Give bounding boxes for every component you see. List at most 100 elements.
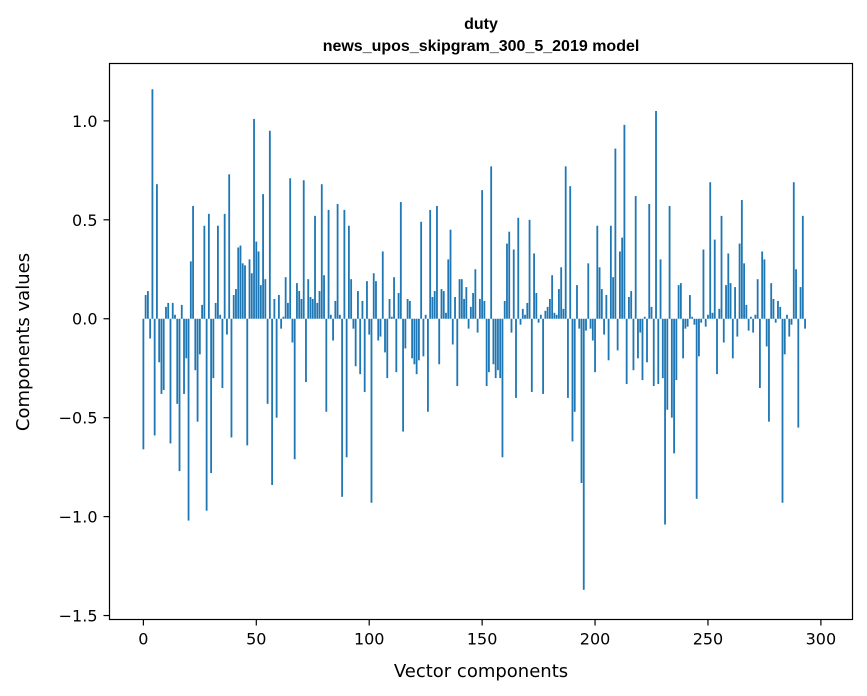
bar [623, 124, 626, 319]
bar [347, 225, 350, 319]
bar [388, 298, 391, 319]
bar [174, 314, 176, 319]
bar [698, 318, 700, 357]
bar [259, 285, 262, 319]
bar [429, 209, 432, 319]
bar [212, 318, 215, 379]
bar [237, 247, 240, 319]
bars-group [142, 89, 806, 590]
bar [707, 314, 709, 319]
bar [756, 279, 759, 319]
bar [255, 241, 258, 319]
bar [404, 318, 407, 349]
bar [709, 182, 712, 319]
bar [655, 110, 657, 319]
bar [370, 318, 373, 503]
bar [343, 209, 346, 319]
y-axis-ticks: 1.0 0.5 0.0 −0.5 −1.0 −1.5 [59, 112, 110, 626]
bar [427, 318, 429, 412]
bar [587, 263, 590, 319]
bar [268, 130, 271, 319]
bar [646, 318, 648, 363]
bar [517, 217, 520, 319]
bar [754, 314, 757, 319]
bar [323, 275, 325, 319]
bar [305, 318, 307, 383]
bar [795, 269, 797, 319]
bar [336, 203, 339, 319]
bar [535, 293, 538, 319]
bar [573, 318, 576, 412]
bar [700, 318, 703, 323]
bar [146, 291, 149, 319]
bar [533, 253, 535, 319]
bar [406, 298, 409, 319]
bar [327, 209, 330, 319]
bar [792, 182, 795, 319]
bar [628, 296, 630, 319]
bar [488, 318, 490, 373]
bar [799, 287, 802, 319]
bar [494, 318, 497, 379]
bar [352, 318, 355, 329]
bar [673, 318, 675, 454]
bar [287, 302, 289, 319]
bar [594, 318, 596, 373]
bar [546, 306, 549, 319]
bar [725, 285, 727, 319]
bar [210, 318, 213, 474]
bar [469, 306, 472, 319]
bar [558, 289, 560, 319]
bar [160, 318, 163, 394]
bar [519, 318, 522, 325]
bar [596, 225, 599, 319]
bar [417, 318, 420, 361]
bar [149, 318, 152, 339]
bar [338, 314, 341, 319]
bar [248, 259, 251, 319]
bar [804, 318, 806, 329]
bar [241, 263, 244, 319]
bar [397, 293, 400, 319]
bar [779, 306, 782, 319]
y-tick-label: −1.5 [59, 607, 98, 626]
bar [250, 273, 253, 319]
bar [375, 281, 377, 319]
bar [605, 295, 608, 319]
x-tick-label: 50 [246, 630, 266, 649]
bar [196, 318, 199, 422]
bar [144, 295, 147, 319]
bar [282, 316, 285, 319]
bar [296, 283, 298, 319]
bar [567, 318, 569, 398]
bar [357, 291, 359, 319]
bar [463, 298, 465, 319]
bar [616, 318, 619, 351]
bar [668, 205, 671, 319]
bar [734, 287, 736, 319]
bar [634, 196, 637, 319]
bar [716, 318, 718, 375]
bar [368, 318, 371, 335]
bar [630, 291, 633, 319]
bar [178, 318, 181, 472]
bar [214, 302, 217, 319]
bar [503, 300, 506, 319]
bar [652, 318, 655, 387]
bar [203, 225, 206, 319]
y-tick-label: −1.0 [59, 508, 98, 527]
bar [609, 225, 612, 319]
bar [424, 314, 427, 319]
bar [582, 318, 585, 590]
bar [677, 285, 680, 319]
bar [618, 251, 621, 319]
bar [318, 291, 321, 319]
bar [571, 318, 574, 442]
x-tick-label: 250 [693, 630, 724, 649]
bar [460, 279, 463, 319]
bar [637, 318, 639, 359]
bar [277, 295, 280, 319]
bar [797, 318, 800, 428]
bar [311, 298, 314, 319]
x-tick-label: 150 [467, 630, 498, 649]
